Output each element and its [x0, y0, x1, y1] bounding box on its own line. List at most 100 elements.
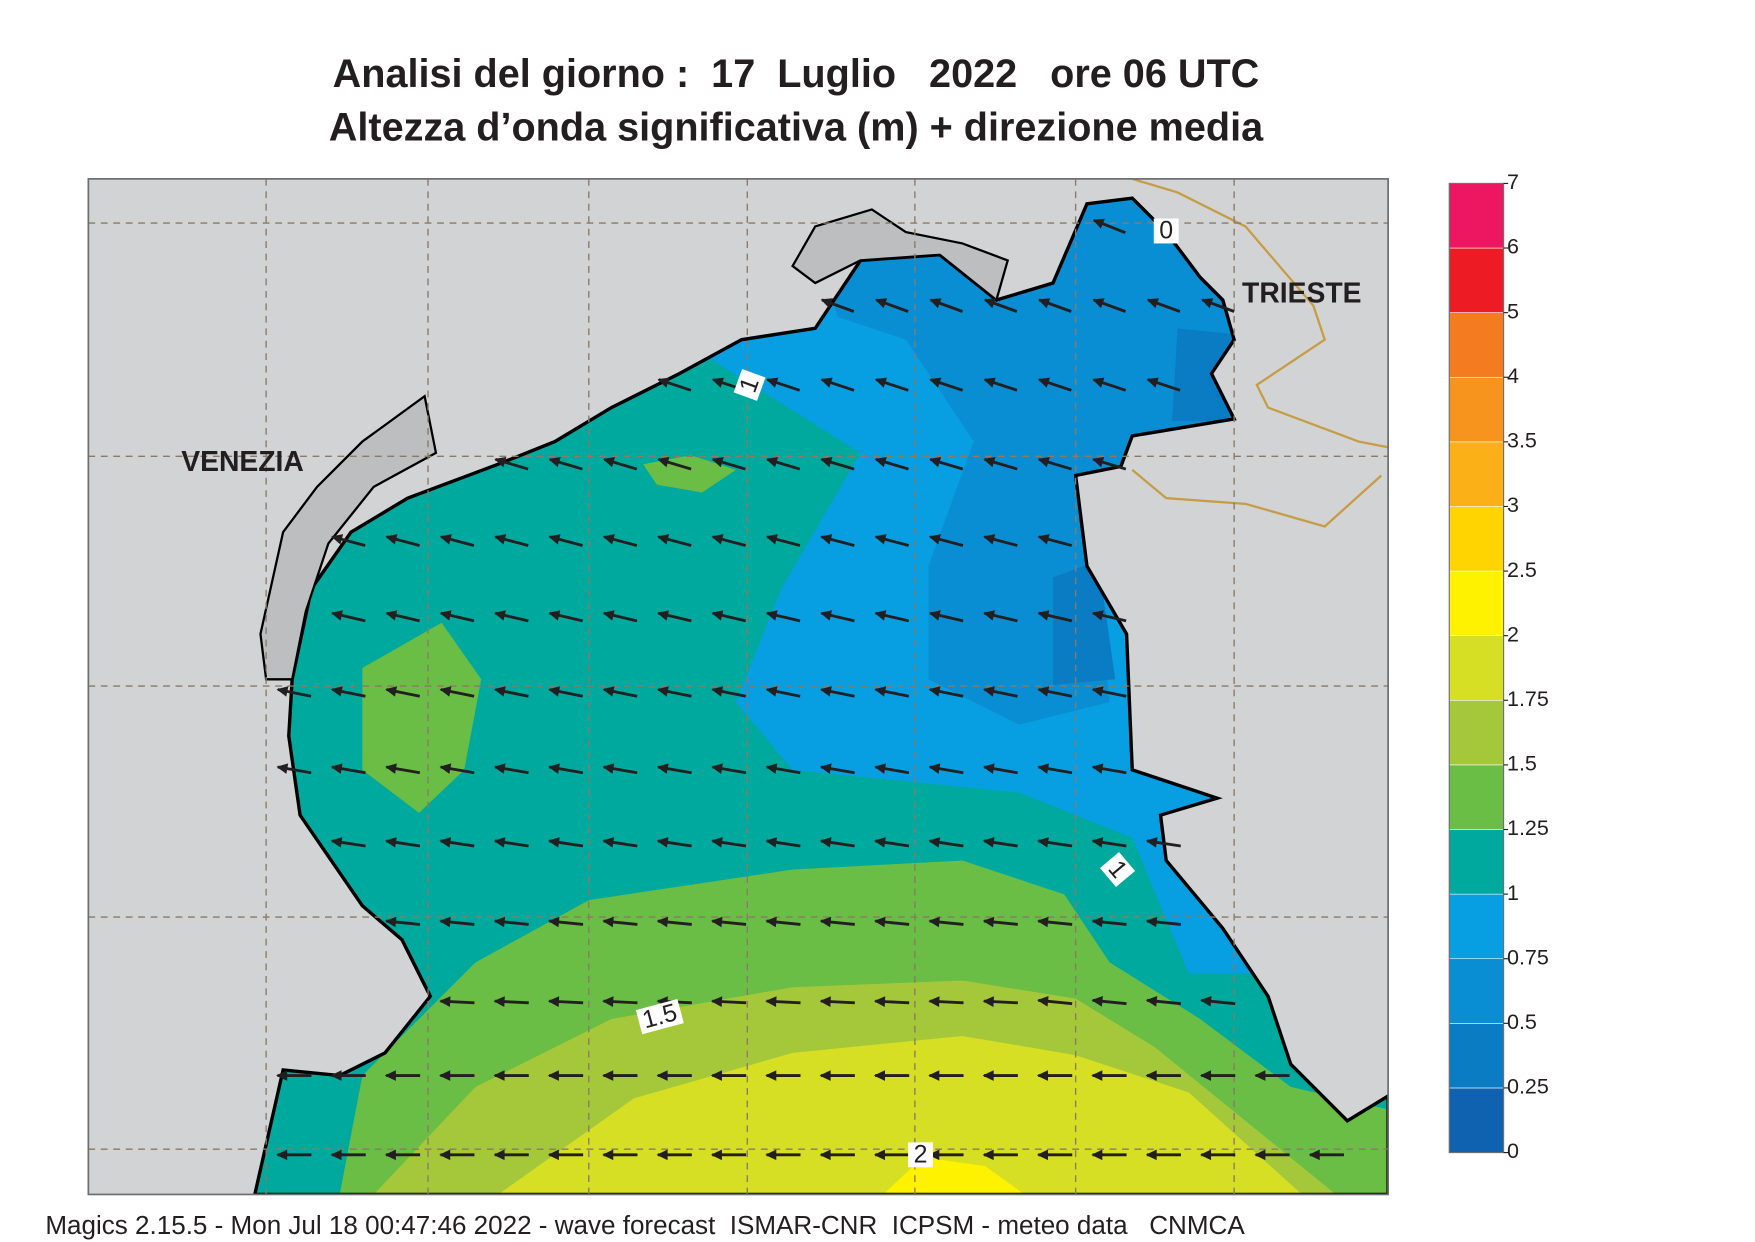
arrow-head [1037, 457, 1050, 468]
arrow-head [819, 686, 832, 697]
arrow-head [983, 298, 996, 309]
arrow-head [928, 1070, 940, 1081]
arrow-head [1145, 995, 1158, 1007]
subtitle: Altezza d’onda significativa (m) + direz… [329, 105, 1264, 149]
arrow-head [385, 686, 398, 697]
arrow-head [982, 763, 995, 774]
border [1131, 178, 1389, 528]
arrow-head [929, 298, 942, 309]
arrow-head [928, 1149, 940, 1161]
colorbar-tick-label: 2.5 [1507, 558, 1537, 582]
arrow-head [1038, 298, 1051, 309]
contour-label: 0 [1153, 217, 1179, 245]
colorbar-segment [1448, 1023, 1504, 1089]
arrow-head [1036, 1149, 1049, 1161]
arrow-head [873, 1149, 885, 1161]
arrow-head [276, 763, 289, 774]
arrow-head [819, 763, 832, 774]
arrow-head [657, 457, 670, 468]
arrow-head [548, 686, 561, 697]
land-outline [791, 208, 1010, 302]
colorbar-segment [1448, 247, 1504, 313]
arrow-head [548, 837, 560, 848]
arrow-head [874, 916, 886, 928]
arrow-head [657, 377, 670, 388]
arrow-head [820, 610, 833, 621]
colorbar-tick-label: 1 [1507, 881, 1519, 905]
arrow-head [548, 610, 561, 621]
place-label: TRIESTE [1242, 276, 1362, 308]
direction-arrows [276, 218, 1344, 1161]
arrow-head [602, 457, 616, 468]
arrow-head [276, 1149, 288, 1161]
lagoon-outline [259, 394, 438, 681]
contour-label: 1 [733, 368, 766, 401]
arrow-head [819, 837, 832, 848]
arrow-head [330, 763, 343, 774]
arrow-head [874, 377, 888, 388]
arrow-head [710, 1070, 722, 1081]
arrow-head [982, 686, 995, 697]
arrow-head [819, 996, 831, 1007]
arrow-head [1091, 1070, 1103, 1081]
arrow-head [1200, 1149, 1212, 1161]
arrow-head [384, 1149, 396, 1161]
arrow-head [1037, 610, 1050, 621]
contour-label-box [1099, 851, 1136, 888]
arrow-head [1091, 837, 1104, 848]
arrow-head [711, 457, 724, 468]
map-frame [87, 178, 1389, 1196]
arrow-head [602, 996, 614, 1007]
arrow-head [874, 610, 887, 621]
arrow-head [602, 610, 615, 621]
arrow-head [494, 610, 506, 621]
colorbar-segment [1448, 1087, 1504, 1153]
arrow-head [602, 686, 615, 697]
colorbar-tick-label: 0.75 [1507, 945, 1549, 969]
arrow-head [928, 916, 940, 928]
arrow-head [1091, 995, 1103, 1007]
arrow-head [439, 534, 452, 545]
arrow-head [1146, 298, 1159, 309]
arrow-head [493, 996, 505, 1007]
colorbar-tick-label: 6 [1507, 235, 1519, 259]
arrow-head [656, 837, 669, 848]
colorbar-segment [1448, 506, 1504, 572]
arrow-head [330, 1070, 342, 1081]
graticule [88, 178, 1389, 1195]
arrow-head [276, 686, 289, 697]
arrow-head [928, 763, 941, 774]
arrow-head [493, 837, 506, 848]
colorbar-segment [1448, 441, 1504, 507]
arrow-head [765, 916, 777, 928]
arrow-head [493, 763, 506, 774]
colorbar-tick-label: 4 [1507, 364, 1519, 388]
arrow-head [711, 610, 724, 621]
arrow-head [929, 457, 942, 468]
arrow-head [820, 534, 833, 545]
arrow-head [711, 686, 724, 697]
arrow-head [1091, 916, 1103, 928]
footer: Magics 2.15.5 - Mon Jul 18 00:47:46 2022… [45, 1210, 1245, 1240]
arrow-head [656, 686, 669, 697]
arrow-head [656, 1070, 668, 1081]
colorbar-tick-label: 5 [1507, 299, 1519, 323]
arrow-head [1146, 377, 1159, 388]
arrow-head [874, 837, 886, 848]
contour-label-text: 0 [1159, 217, 1173, 245]
arrow-head [602, 534, 615, 545]
arrow-head [928, 610, 941, 621]
colorbar-segment [1448, 635, 1504, 701]
arrow-head [1092, 298, 1105, 309]
arrow-head [766, 377, 779, 388]
arrow-head [1091, 763, 1104, 774]
colorbar-segment [1448, 958, 1504, 1024]
arrow-head [493, 686, 506, 697]
arrow-head [928, 996, 940, 1007]
arrow-head [928, 534, 941, 545]
arrow-head [1037, 995, 1049, 1007]
arrow-head [765, 610, 778, 621]
